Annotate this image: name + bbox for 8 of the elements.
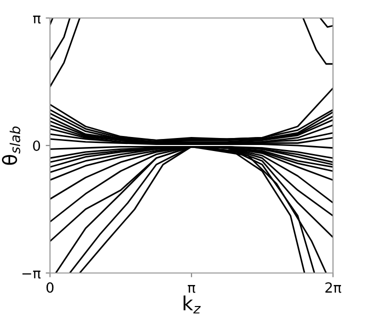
x-axis-title: k$_{z}$ — [184, 295, 201, 314]
x-tick-label: 2π — [325, 282, 342, 293]
y-tick-label: 0 — [33, 140, 40, 151]
y-tick-label: −π — [22, 270, 41, 279]
y-tick-label: π — [33, 16, 41, 24]
x-tick-label: 0 — [46, 282, 54, 293]
y-axis-title: θ$_{slab}$ — [2, 126, 20, 165]
x-tick-label: π — [188, 284, 196, 293]
